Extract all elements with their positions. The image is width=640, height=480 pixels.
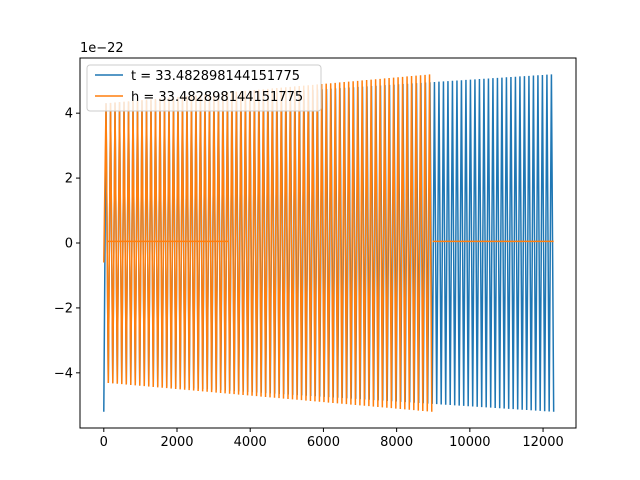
legend-label-h: h = 33.482898144151775 (131, 90, 303, 105)
x-tick-label: 12000 (522, 435, 563, 450)
x-tick-label: 8000 (380, 435, 413, 450)
x-tick-label: 0 (100, 435, 108, 450)
x-tick-label: 10000 (449, 435, 490, 450)
x-tick-label: 6000 (307, 435, 340, 450)
y-offset-label: 1e−22 (80, 41, 124, 56)
y-tick-label: −2 (54, 301, 73, 316)
x-tick-label: 2000 (160, 435, 193, 450)
y-axis: −4 −2 0 2 4 (54, 107, 80, 381)
y-tick-label: −4 (54, 366, 73, 381)
y-tick-label: 4 (65, 107, 73, 122)
y-tick-label: 2 (65, 172, 73, 187)
legend-label-t: t = 33.482898144151775 (131, 69, 300, 84)
y-tick-label: 0 (65, 237, 73, 252)
legend: t = 33.482898144151775 h = 33.4828981441… (86, 64, 322, 112)
x-axis: 0 2000 4000 6000 8000 10000 12000 (100, 428, 564, 450)
x-tick-label: 4000 (234, 435, 267, 450)
legend-frame (86, 64, 322, 112)
